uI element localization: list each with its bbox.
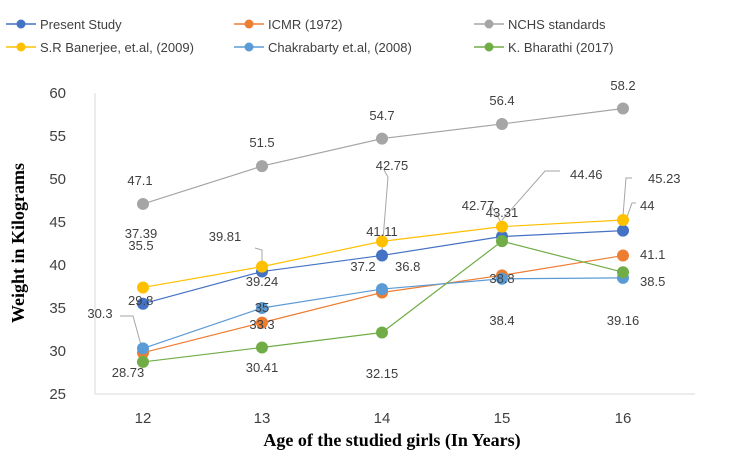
legend-label: ICMR (1972) — [268, 17, 342, 32]
data-point — [496, 220, 508, 233]
data-point — [376, 132, 388, 145]
data-label: 37.39 — [125, 226, 158, 241]
data-point — [376, 249, 388, 262]
data-label: 39.81 — [209, 229, 242, 244]
data-label: 38.4 — [489, 313, 514, 328]
data-point — [256, 341, 268, 354]
data-point — [376, 326, 388, 339]
legend-item: ICMR (1972) — [234, 17, 342, 32]
y-tick-label: 25 — [49, 386, 66, 403]
data-label: 29.8 — [128, 293, 153, 308]
x-axis-title: Age of the studied girls (In Years) — [263, 430, 520, 451]
data-point — [617, 249, 629, 262]
data-point — [137, 342, 149, 355]
legend-label: Chakrabarty et.al, (2008) — [268, 40, 412, 55]
data-label: 44 — [640, 198, 654, 213]
data-label: 38.5 — [640, 274, 665, 289]
data-label: 51.5 — [249, 135, 274, 150]
data-label: 43.31 — [486, 205, 519, 220]
x-tick-label: 16 — [615, 410, 632, 427]
legend-label: K. Bharathi (2017) — [508, 40, 614, 55]
data-label: 36.8 — [395, 259, 420, 274]
y-tick-label: 45 — [49, 214, 66, 231]
data-point — [137, 281, 149, 294]
data-label: 41.1 — [640, 247, 665, 262]
data-label: 30.3 — [87, 306, 112, 321]
data-label: 44.46 — [570, 167, 603, 182]
y-tick-label: 40 — [49, 257, 66, 274]
leader-line — [622, 177, 632, 217]
y-tick-label: 55 — [49, 128, 66, 145]
data-point — [256, 316, 268, 329]
x-tick-label: 13 — [254, 410, 271, 427]
legend: Present Study ICMR (1972) NCHS standards S.… — [6, 17, 614, 55]
data-label: 54.7 — [369, 108, 394, 123]
legend-marker — [484, 42, 494, 52]
data-label: 33.3 — [249, 317, 274, 332]
legend-label: S.R Banerjee, et.al, (2009) — [40, 40, 194, 55]
data-label: 32.15 — [366, 366, 399, 381]
data-label: 37.2 — [350, 259, 375, 274]
legend-item: NCHS standards — [474, 17, 606, 32]
y-axis-title: Weight in Kilograms — [8, 163, 28, 323]
data-label: 42.77 — [462, 198, 495, 213]
legend-item: Chakrabarty et.al, (2008) — [234, 40, 412, 55]
legend-label: Present Study — [40, 17, 122, 32]
data-label: 38.8 — [489, 271, 514, 286]
axes — [94, 93, 695, 395]
data-point — [617, 214, 629, 227]
data-label: 47.1 — [127, 173, 152, 188]
tick-labels: 25 30 35 40 45 50 55 60 12 13 14 15 16 — [49, 85, 631, 427]
data-label: 39.24 — [246, 274, 279, 289]
data-point — [376, 283, 388, 296]
y-tick-label: 35 — [49, 300, 66, 317]
data-point — [256, 160, 268, 173]
data-label: 42.75 — [376, 158, 409, 173]
data-label: 39.16 — [607, 313, 640, 328]
data-point — [137, 197, 149, 210]
x-tick-label: 12 — [135, 410, 152, 427]
leader-line — [254, 247, 263, 265]
data-point — [496, 272, 508, 285]
leader-line — [120, 315, 142, 346]
legend-marker — [16, 42, 26, 52]
legend-marker — [16, 19, 26, 29]
data-point — [617, 224, 629, 237]
data-label: 35.5 — [128, 238, 153, 253]
data-point — [137, 297, 149, 310]
data-label: 28.73 — [112, 365, 145, 380]
data-label: 30.41 — [246, 360, 279, 375]
data-point — [137, 355, 149, 368]
data-point — [496, 235, 508, 248]
legend-item: K. Bharathi (2017) — [474, 40, 614, 55]
data-point — [617, 102, 629, 115]
data-label: 35 — [255, 300, 269, 315]
data-point — [617, 266, 629, 279]
x-tick-label: 14 — [374, 410, 391, 427]
data-point — [256, 260, 268, 273]
x-tick-label: 15 — [494, 410, 511, 427]
data-labels: 35.5 39.24 41.11 43.31 44 29.8 33.3 36.8 38.8 41.… — [87, 78, 680, 381]
data-label: 58.2 — [610, 78, 635, 93]
data-point — [256, 302, 268, 314]
y-tick-label: 50 — [49, 171, 66, 188]
y-tick-label: 60 — [49, 85, 66, 102]
legend-item: S.R Banerjee, et.al, (2009) — [6, 40, 194, 55]
data-label: 56.4 — [489, 93, 514, 108]
legend-item: Present Study — [6, 17, 122, 32]
data-label: 45.23 — [648, 171, 681, 186]
legend-label: NCHS standards — [508, 17, 606, 32]
data-label: 41.11 — [366, 224, 398, 239]
legend-marker — [244, 19, 254, 29]
series-group — [137, 102, 629, 368]
data-point — [376, 235, 388, 248]
leader-line — [489, 203, 503, 225]
leader-line — [381, 169, 389, 253]
y-tick-label: 30 — [49, 343, 66, 360]
leader-line — [501, 170, 560, 221]
legend-marker — [484, 19, 494, 29]
legend-marker — [244, 42, 254, 52]
data-point — [496, 117, 508, 130]
